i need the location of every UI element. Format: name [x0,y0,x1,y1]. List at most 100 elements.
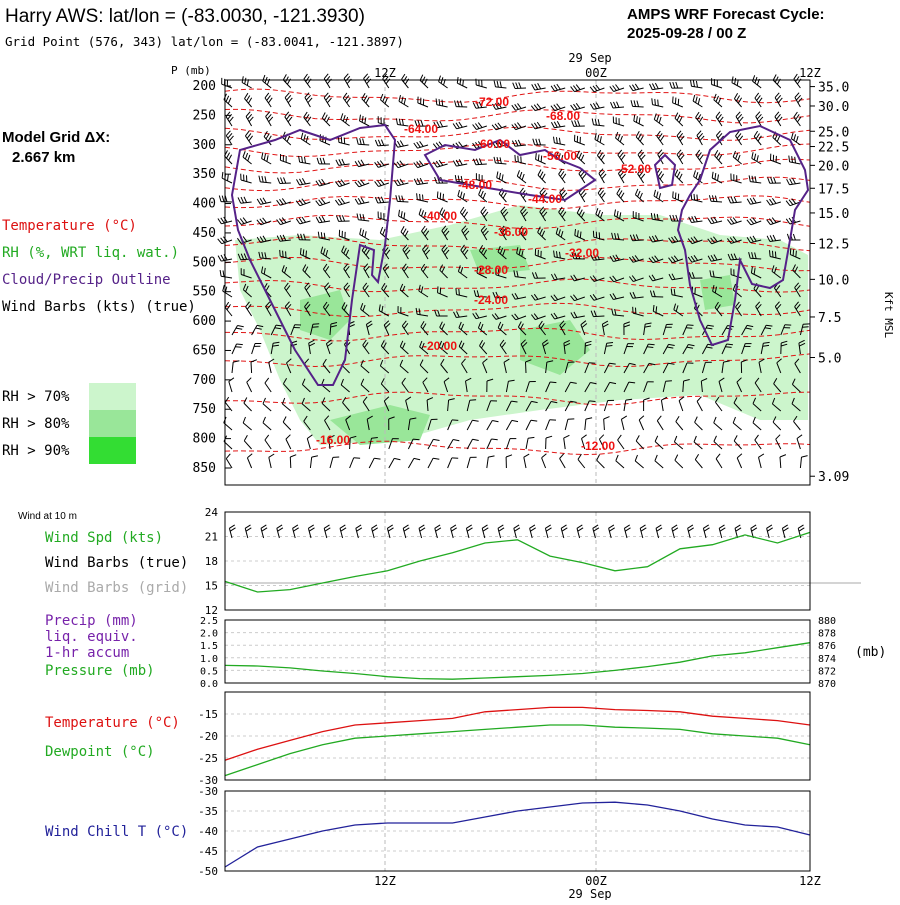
barb-feather [592,119,593,125]
barb-feather [481,207,485,212]
wind-barb [343,93,350,107]
wind-barb [226,131,233,145]
barb-feather [636,116,637,122]
barb-feather [750,219,754,224]
barb-staff [428,439,433,449]
wind-barb [575,135,585,145]
barb-feather [789,200,793,205]
barb-staff [675,460,683,468]
barb-feather [609,525,614,528]
barb-feather [532,84,535,90]
barb-feather [542,174,545,180]
barb-feather [399,95,401,101]
temp-dewpoint-series [225,707,810,775]
wind-barb [324,74,331,88]
wind-barb [755,435,761,449]
barb-feather [657,416,661,421]
barb-feather [528,437,534,438]
barb-feather [666,381,672,382]
axis-tick-label: 21 [205,531,218,544]
barb-feather [796,95,800,100]
rh-region [700,275,735,310]
barb-feather [306,114,310,119]
wind-barb [304,112,311,126]
barb-feather [306,95,310,100]
barb-feather [342,215,344,221]
barb-staff [673,103,683,107]
barb-feather [324,74,328,79]
barb-staff [655,442,663,450]
wind-barb [225,150,233,164]
barb-feather [437,192,438,198]
barb-feather [620,136,622,142]
wind-barb [428,458,439,468]
wind-barb [506,420,518,430]
legend-1hr-accum: 1-hr accum [45,645,129,661]
barb-staff [616,461,624,468]
wind-barb [768,177,781,183]
barb-feather [621,155,625,160]
barb-feather [696,172,698,178]
barb-feather [540,172,543,178]
temperature-contour [225,177,810,190]
barb-feather [554,137,555,143]
wind-barb [269,454,274,468]
barb-feather [708,218,711,223]
barb-feather [630,85,633,90]
barb-feather [542,454,547,458]
barb-feather [260,198,263,203]
barb-staff [585,343,586,354]
barb-feather [235,347,241,348]
barb-staff [244,441,251,449]
barb-feather [304,112,308,117]
wind-barb [732,77,742,89]
wind-barb [316,199,330,206]
barb-feather [219,196,221,202]
barb-feather [243,218,247,223]
barb-feather [229,525,234,528]
barb-feather [520,172,522,178]
wind-barb [399,95,408,107]
page-title: Harry AWS: lat/lon = (-83.0030, -121.393… [5,6,365,27]
barb-feather [284,177,286,183]
kft-tick-label: 5.0 [818,352,841,367]
wind-barb [617,188,624,202]
barb-feather [222,172,223,178]
temperature-contour-label: -68.00 [546,109,580,123]
barb-feather [263,417,266,423]
wind-barb [304,74,311,88]
barb-feather [688,528,693,531]
wind-barb [578,454,585,468]
barb-feather [249,117,253,122]
barb-feather [453,161,456,167]
barb-feather [677,172,680,178]
barb-staff [232,362,233,373]
barb-feather [557,84,561,89]
barb-feather [436,528,441,531]
barb-feather [515,155,516,161]
barb-feather [257,199,260,204]
pressure-tick-label: 200 [193,79,216,94]
barb-feather [586,418,592,419]
wind-barb [487,421,499,431]
barb-feather [673,82,675,88]
barb-feather [498,123,502,128]
barb-feather [246,112,250,117]
barb-staff [794,421,801,430]
barb-staff [616,138,625,145]
barb-feather [703,525,708,528]
temperature-contour [225,89,810,103]
barb-feather [787,234,789,240]
barb-feather [522,174,524,180]
barb-feather [767,200,771,205]
legend-wind-barbs-true: Wind Barbs (true) [45,555,188,571]
wind-barb [282,398,290,411]
barb-feather [772,218,776,223]
barb-feather [618,150,622,155]
barb-feather [300,248,301,254]
wind-barb [560,454,566,468]
barb-feather [775,112,779,117]
barb-feather [673,97,674,103]
wind-barb [310,456,318,468]
wind-barb [564,435,570,449]
